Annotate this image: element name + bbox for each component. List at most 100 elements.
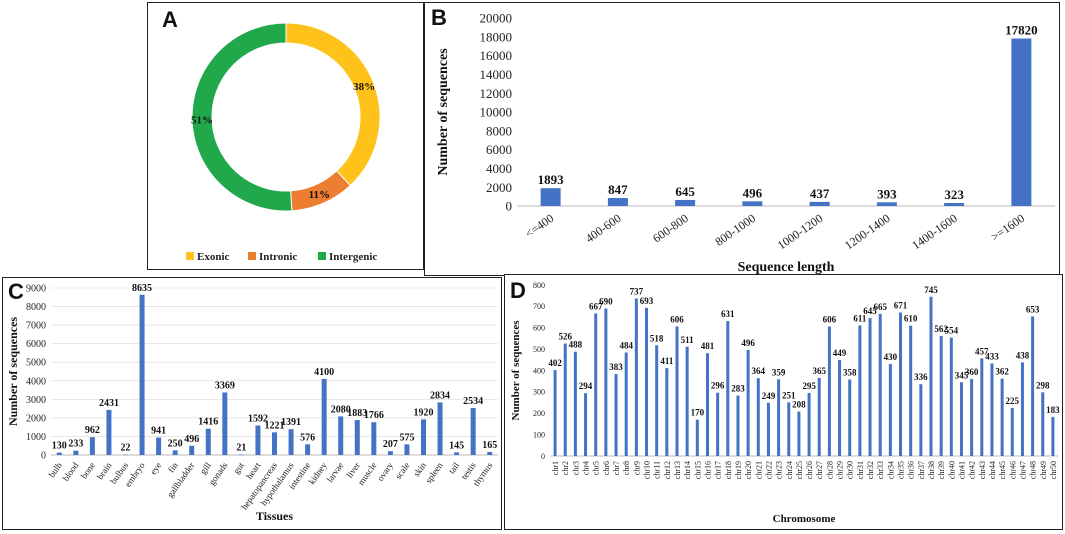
bar-400 bbox=[540, 188, 561, 206]
bar-intestine bbox=[305, 444, 311, 455]
bar-gill bbox=[205, 428, 211, 455]
bar-value-label: 606 bbox=[670, 314, 684, 324]
bar-chr20 bbox=[746, 349, 750, 456]
bar-testis bbox=[470, 407, 476, 455]
bar-1600 bbox=[1011, 38, 1032, 206]
bar-chr26 bbox=[807, 392, 811, 456]
bar-600-800 bbox=[675, 199, 696, 206]
bar-kidney bbox=[321, 378, 327, 455]
x-tick-label: chr6 bbox=[602, 461, 611, 475]
x-tick-label: chr20 bbox=[744, 461, 753, 479]
x-tick-label: chr18 bbox=[724, 461, 733, 479]
bar-1400-1600 bbox=[944, 202, 965, 206]
bar-value-label: 484 bbox=[619, 341, 633, 351]
x-tick-label: chr34 bbox=[886, 461, 895, 479]
y-tick-label: 4000 bbox=[26, 376, 46, 387]
bar-value-label: 488 bbox=[569, 340, 583, 350]
bar-chr29 bbox=[838, 360, 842, 456]
bar-ovary bbox=[387, 451, 393, 455]
bar-value-label: 251 bbox=[782, 390, 796, 400]
bar-chr8 bbox=[624, 352, 628, 456]
bar-value-label: 170 bbox=[691, 408, 705, 418]
bar-chr28 bbox=[827, 326, 831, 456]
x-tick-label: chr50 bbox=[1049, 461, 1058, 479]
bar-1000-1200 bbox=[809, 201, 830, 206]
panel-d-label: D bbox=[510, 278, 526, 303]
bar-chr7 bbox=[614, 374, 618, 456]
bar-chr19 bbox=[736, 395, 740, 456]
bar-bulbus bbox=[123, 454, 128, 456]
bar-value-label: 294 bbox=[579, 381, 593, 391]
y-tick-label: 20000 bbox=[480, 11, 513, 26]
bar-value-label: 2534 bbox=[463, 396, 483, 407]
bar-value-label: 208 bbox=[792, 400, 806, 410]
bar-scale bbox=[404, 444, 410, 455]
bar-value-label: 364 bbox=[752, 366, 766, 376]
panel-a-label: A bbox=[162, 7, 178, 32]
x-tick-label: chr24 bbox=[785, 461, 794, 479]
y-tick-label: 700 bbox=[533, 302, 545, 311]
x-tick-label: chr2 bbox=[561, 461, 570, 475]
bar-value-label: 449 bbox=[833, 348, 847, 358]
x-tick-label: 1400-1600 bbox=[909, 211, 960, 252]
bar-value-label: 433 bbox=[985, 351, 999, 361]
bar-chr40 bbox=[949, 337, 953, 456]
bar-value-label: 1592 bbox=[248, 413, 268, 424]
x-tick-label: chr3 bbox=[571, 461, 580, 475]
bar-value-label: 233 bbox=[68, 439, 83, 450]
bar-value-label: 298 bbox=[1036, 380, 1050, 390]
bar-gallbladder bbox=[189, 445, 195, 455]
bar-value-label: 518 bbox=[650, 333, 664, 343]
legend-label-intergenic: Intergenic bbox=[329, 251, 377, 263]
bar-chr12 bbox=[665, 368, 669, 456]
x-tick-label: chr40 bbox=[947, 461, 956, 479]
y-tick-label: 6000 bbox=[26, 339, 46, 350]
x-tick-label: chr10 bbox=[643, 461, 652, 479]
bar-chr47 bbox=[1020, 362, 1024, 456]
bar-chr41 bbox=[959, 382, 963, 456]
y-tick-label: 400 bbox=[533, 366, 545, 375]
x-tick-label: chr37 bbox=[917, 461, 926, 479]
x-tick-label: scale bbox=[393, 460, 412, 480]
panel-b-label: B bbox=[431, 5, 447, 30]
bar-value-label: 554 bbox=[945, 326, 959, 336]
bar-value-label: 17820 bbox=[1005, 22, 1038, 37]
bar-value-label: 362 bbox=[995, 367, 1009, 377]
bar-value-label: 437 bbox=[810, 186, 830, 201]
bar-value-label: 365 bbox=[812, 366, 826, 376]
x-tick-label: chr45 bbox=[998, 461, 1007, 479]
x-tick-label: chr46 bbox=[1008, 461, 1017, 479]
bar-value-label: 8635 bbox=[132, 283, 152, 294]
bar-value-label: 526 bbox=[558, 332, 572, 342]
bar-chr36 bbox=[909, 325, 913, 456]
bar-value-label: 511 bbox=[681, 335, 695, 345]
bar-value-label: 575 bbox=[399, 432, 414, 443]
bar-value-label: 1920 bbox=[414, 407, 434, 418]
bar-chr45 bbox=[1000, 378, 1004, 456]
bar-value-label: 358 bbox=[843, 367, 857, 377]
bar-brain bbox=[106, 409, 112, 455]
tissue-bar-chart: 0 1000 2000 3000 4000 5000 6000 7000 8000 9000 130… bbox=[6, 283, 498, 523]
y-tick-label: 1000 bbox=[26, 432, 46, 443]
donut-slice-exonic bbox=[285, 22, 381, 187]
bar-heart bbox=[255, 425, 261, 455]
y-tick-label: 500 bbox=[533, 345, 545, 354]
x-tick-label: chr19 bbox=[734, 461, 743, 479]
x-tick-label: chr14 bbox=[683, 461, 692, 479]
bar-chr35 bbox=[899, 312, 903, 456]
x-tick-label: chr49 bbox=[1039, 461, 1048, 479]
bar-chr14 bbox=[685, 346, 689, 456]
x-tick-label: blood bbox=[61, 460, 81, 483]
x-axis-title: Chromosome bbox=[773, 513, 836, 525]
x-tick-label: fin bbox=[166, 460, 180, 474]
bar-chr39 bbox=[939, 335, 943, 456]
x-tick-label: chr41 bbox=[957, 461, 966, 479]
bar-chr24 bbox=[787, 402, 791, 456]
x-tick-label: chr5 bbox=[592, 461, 601, 475]
x-tick-label: chr31 bbox=[856, 461, 865, 479]
y-tick-label: 300 bbox=[533, 388, 545, 397]
slice-label-intronic: 11% bbox=[309, 189, 330, 201]
bar-liver bbox=[354, 420, 360, 455]
bar-value-label: 1766 bbox=[364, 410, 384, 421]
bar-value-label: 249 bbox=[762, 391, 776, 401]
